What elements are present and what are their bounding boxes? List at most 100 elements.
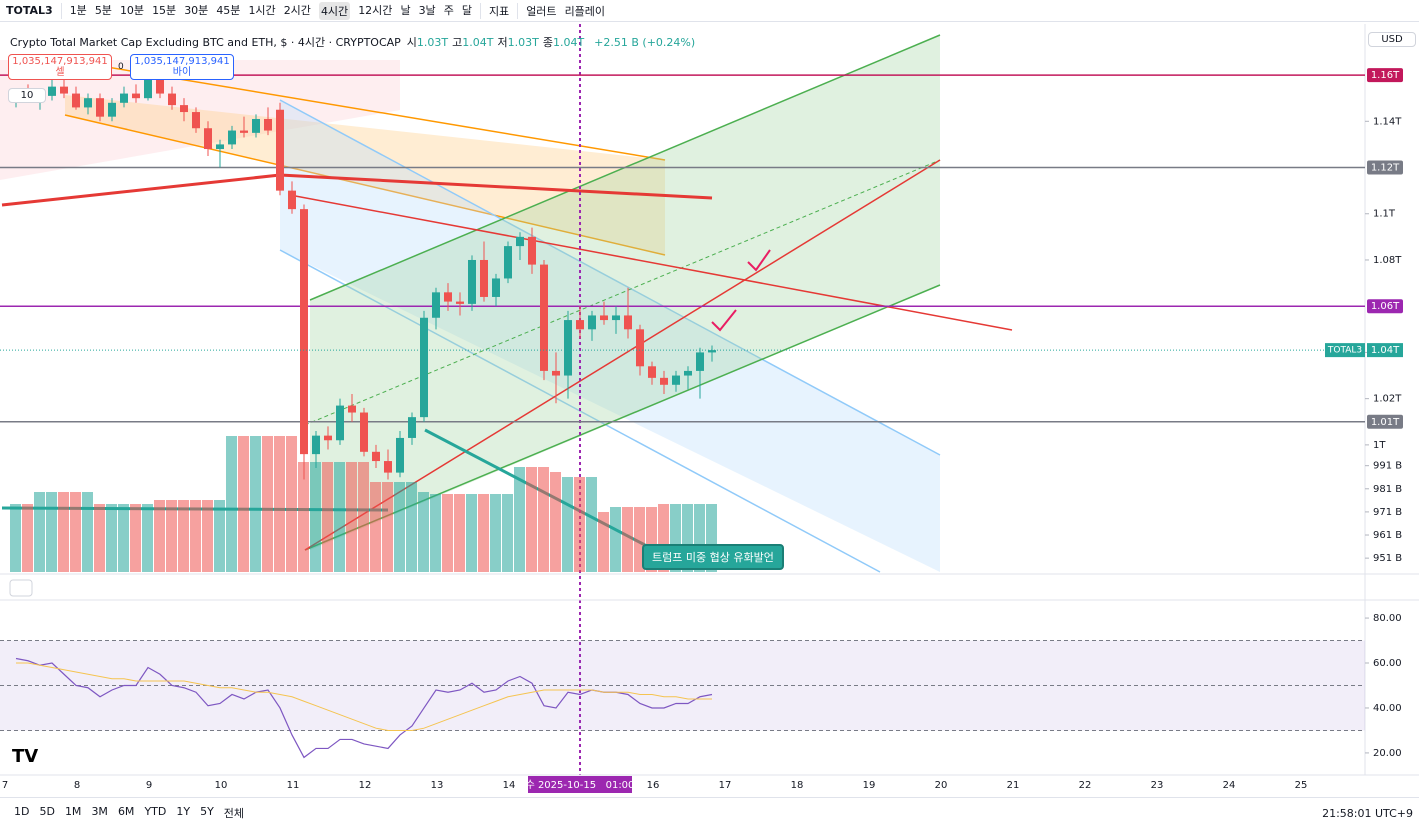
volume-bar — [142, 504, 153, 572]
range-button[interactable]: 6M — [117, 805, 135, 818]
interval-button[interactable]: 2시간 — [283, 3, 311, 17]
range-button[interactable]: 5D — [39, 805, 55, 818]
volume-bar — [166, 500, 177, 572]
price-line-label-bg — [1367, 160, 1403, 175]
x-tick-label: 19 — [863, 780, 876, 791]
candle-body — [492, 278, 500, 297]
volume-bar — [226, 436, 237, 572]
interval-button[interactable]: 1시간 — [248, 3, 276, 17]
candle-body — [324, 435, 332, 441]
interval-button[interactable]: 15분 — [152, 3, 177, 17]
symbol[interactable]: TOTAL3 — [6, 4, 53, 17]
volume-bar — [598, 512, 609, 572]
x-tick-label: 10 — [215, 780, 228, 791]
volume-bar — [418, 492, 429, 572]
candle-body — [168, 93, 176, 106]
candle-body — [588, 315, 596, 330]
candle-body — [672, 375, 680, 385]
buy-button[interactable]: 1,035,147,913,941 바이 — [130, 54, 234, 80]
volume-bar — [334, 462, 345, 572]
interval-button[interactable]: 날 — [400, 3, 411, 17]
candle-body — [576, 320, 584, 330]
volume-bar — [502, 494, 513, 572]
interval-button[interactable]: 달 — [461, 3, 472, 17]
interval-list: 1분 5분 10분 15분 30분 45분 1시간 2시간 4시간 12시간 날 3날 주 달 — [69, 1, 472, 20]
range-button[interactable]: YTD — [144, 805, 167, 818]
volume-bar — [550, 472, 561, 572]
range-button[interactable]: 5Y — [200, 805, 214, 818]
candle-body — [72, 93, 80, 108]
interval-button[interactable]: 4시간 — [318, 1, 351, 20]
y-tick-label: 1T — [1373, 440, 1386, 451]
volume-bar — [130, 504, 141, 572]
candle-body — [252, 118, 260, 133]
candle-body — [240, 130, 248, 133]
indicators-button[interactable]: 지표 — [488, 4, 510, 18]
candle-body — [204, 128, 212, 150]
price-line-label: 1.06T — [1371, 301, 1400, 312]
ohlc-value: 1.04T — [462, 36, 494, 49]
volume-bar — [610, 507, 621, 572]
last-price-label: 1.04T — [1371, 345, 1400, 356]
volume-bar — [58, 492, 69, 572]
ohlc: 시1.03T 고1.04T 저1.03T 종1.04T — [407, 34, 588, 50]
volume-bar — [214, 500, 225, 572]
interval-button[interactable]: 5분 — [94, 3, 112, 17]
range-button[interactable]: 1M — [64, 805, 82, 818]
ohlc-label: 시 — [406, 36, 417, 49]
volume-bar — [562, 477, 573, 572]
x-tick-label: 21 — [1007, 780, 1020, 791]
range-button[interactable]: 1D — [14, 805, 30, 818]
trend-line — [1, 173, 281, 207]
volume-bar — [526, 467, 537, 572]
buy-label: 바이 — [172, 67, 192, 78]
interval-button[interactable]: 30분 — [184, 3, 209, 17]
y-tick-label: 1.08T — [1373, 255, 1402, 266]
volume-bar — [490, 494, 501, 572]
ohlc-value: 1.04T — [552, 36, 585, 49]
range-button[interactable]: 전체 — [223, 807, 245, 820]
blue-channel — [280, 100, 940, 572]
interval-button[interactable]: 1분 — [69, 3, 87, 17]
candle-body — [504, 246, 512, 279]
trend-line — [279, 173, 713, 200]
y-tick-label: 40.00 — [1373, 703, 1402, 714]
y-tick-label: 951 B — [1373, 553, 1402, 564]
candle-body — [120, 93, 128, 103]
pane-collapse-button[interactable] — [9, 579, 33, 597]
candle-body — [180, 105, 188, 113]
annotation: 트럼프 미중 협상 유화발언 — [642, 544, 784, 570]
volume-bar — [82, 492, 93, 572]
interval-button[interactable]: 12시간 — [358, 3, 393, 17]
range-button[interactable]: 3M — [91, 805, 108, 818]
x-tick-label: 20 — [935, 780, 948, 791]
volume-bar — [322, 462, 333, 572]
candle-body — [288, 190, 296, 210]
interval-button[interactable]: 3날 — [418, 3, 436, 17]
volume-bar — [346, 462, 357, 572]
replay-button[interactable]: 리플레이 — [564, 4, 606, 18]
candle-body — [420, 317, 428, 418]
channel-line — [279, 99, 941, 456]
candle-body — [468, 259, 476, 304]
alert-button[interactable]: 얼러트 — [526, 4, 557, 18]
quantity[interactable]: 10 — [8, 88, 46, 103]
volume-bar — [394, 482, 405, 572]
range-button[interactable]: 1Y — [176, 805, 191, 818]
interval-button[interactable]: 45분 — [216, 3, 241, 17]
candle-body — [372, 451, 380, 462]
sell-button[interactable]: 1,035,147,913,941 셀 — [8, 54, 112, 80]
interval-button[interactable]: 10분 — [119, 3, 145, 17]
x-tick-label: 16 — [647, 780, 660, 791]
rsi-ma-line — [16, 662, 712, 731]
candle-body — [84, 98, 92, 108]
candle-body — [132, 93, 140, 99]
candle-body — [432, 292, 440, 318]
last-price-name-bg — [1325, 343, 1365, 358]
interval-button[interactable]: 주 — [443, 3, 454, 17]
price-line-label: 1.12T — [1371, 163, 1400, 174]
currency[interactable]: USD — [1368, 32, 1416, 47]
volume-bar — [118, 504, 129, 572]
volume-bar — [478, 494, 489, 572]
candle-body — [60, 86, 68, 94]
